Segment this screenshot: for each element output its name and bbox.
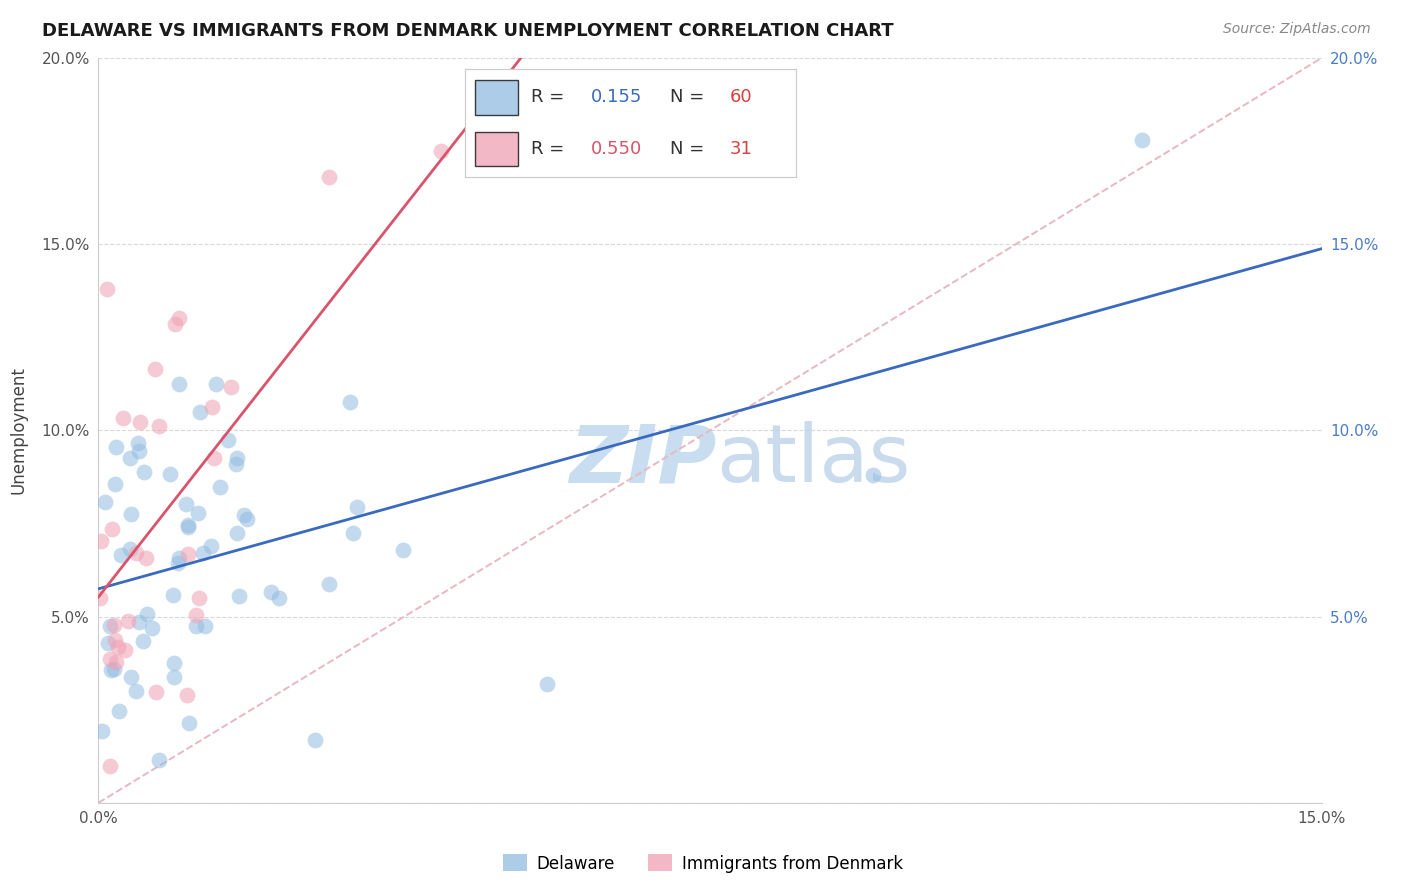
Point: [191, 546, 214, 560]
Point: [132, 633, 155, 648]
Point: [174, 497, 197, 511]
Point: [205, 376, 228, 391]
Point: [90, 533, 112, 548]
Point: [127, 435, 149, 450]
Point: [148, 754, 170, 768]
Point: [225, 457, 247, 471]
Point: [108, 705, 131, 719]
Point: [226, 450, 249, 465]
Point: [118, 450, 141, 465]
Point: [98, 618, 121, 632]
Point: [107, 640, 129, 654]
Point: [135, 551, 157, 566]
Point: [98, 758, 121, 772]
Point: [163, 670, 186, 684]
Point: [430, 144, 453, 158]
Point: [134, 465, 156, 479]
Text: ZIP: ZIP: [569, 421, 716, 500]
Point: [235, 512, 257, 526]
Point: [342, 526, 364, 541]
Point: [104, 477, 127, 491]
Point: [194, 618, 217, 632]
Point: [177, 520, 200, 534]
Point: [177, 716, 200, 731]
Point: [233, 508, 256, 522]
Point: [100, 522, 122, 536]
Point: [176, 547, 198, 561]
Point: [169, 311, 191, 326]
Text: Source: ZipAtlas.com: Source: ZipAtlas.com: [1223, 22, 1371, 37]
Point: [219, 380, 242, 394]
Point: [90, 724, 112, 739]
Point: [486, 133, 509, 147]
Point: [128, 444, 150, 458]
Point: [304, 733, 326, 747]
Point: [96, 282, 118, 296]
Point: [100, 663, 122, 677]
Point: [112, 411, 135, 425]
Point: [177, 517, 200, 532]
Point: [120, 670, 142, 684]
Point: [103, 662, 125, 676]
Point: [103, 617, 125, 632]
Y-axis label: Unemployment: Unemployment: [10, 367, 28, 494]
Point: [165, 317, 187, 331]
Point: [217, 433, 239, 447]
Point: [159, 467, 181, 481]
Point: [260, 585, 283, 599]
Point: [167, 556, 190, 570]
Point: [201, 400, 224, 414]
Point: [208, 480, 231, 494]
Point: [184, 608, 207, 623]
Point: [141, 621, 163, 635]
Point: [110, 548, 132, 562]
Point: [167, 377, 190, 392]
Point: [339, 394, 361, 409]
Point: [184, 619, 207, 633]
Point: [392, 543, 415, 558]
Text: atlas: atlas: [716, 421, 911, 500]
Point: [98, 651, 121, 665]
Point: [93, 495, 115, 509]
Point: [145, 685, 167, 699]
Point: [228, 589, 250, 603]
Point: [117, 614, 139, 628]
Point: [318, 170, 340, 185]
Point: [105, 440, 128, 454]
Point: [104, 632, 127, 647]
Text: DELAWARE VS IMMIGRANTS FROM DENMARK UNEMPLOYMENT CORRELATION CHART: DELAWARE VS IMMIGRANTS FROM DENMARK UNEM…: [42, 22, 894, 40]
Point: [143, 362, 166, 376]
Point: [162, 656, 184, 670]
Point: [862, 468, 884, 483]
Legend: Delaware, Immigrants from Denmark: Delaware, Immigrants from Denmark: [496, 847, 910, 880]
Point: [1130, 133, 1153, 147]
Point: [202, 451, 225, 466]
Point: [176, 688, 198, 702]
Point: [346, 500, 368, 514]
Point: [318, 576, 340, 591]
Point: [136, 607, 159, 622]
Point: [89, 591, 111, 605]
Point: [125, 684, 148, 698]
Point: [200, 539, 222, 553]
Point: [536, 676, 558, 690]
Point: [162, 588, 184, 602]
Point: [128, 415, 150, 429]
Point: [114, 643, 136, 657]
Point: [120, 507, 142, 521]
Point: [187, 591, 209, 605]
Point: [188, 405, 211, 419]
Point: [167, 551, 190, 566]
Point: [267, 591, 290, 606]
Point: [118, 542, 141, 557]
Point: [105, 655, 128, 669]
Point: [128, 615, 150, 630]
Point: [125, 546, 148, 560]
Point: [187, 507, 209, 521]
Point: [148, 418, 170, 433]
Point: [97, 636, 120, 650]
Point: [226, 526, 249, 541]
